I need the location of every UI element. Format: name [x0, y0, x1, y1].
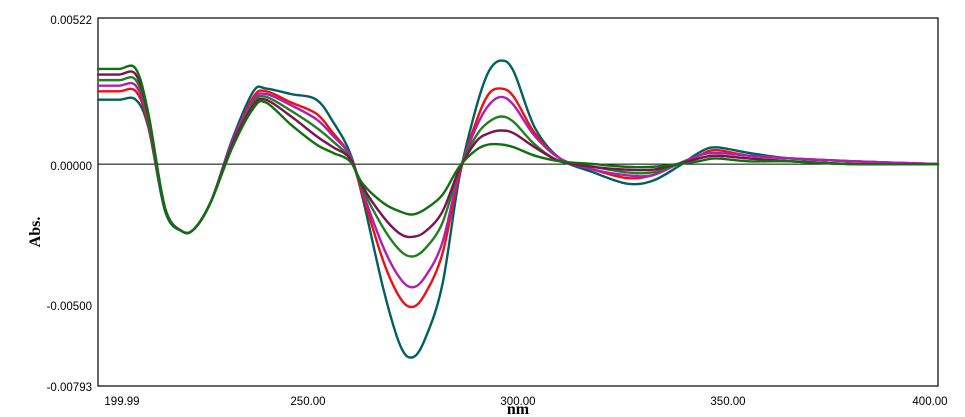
- y-tick-label: 0.00522: [50, 15, 92, 27]
- plot-frame: [97, 17, 939, 387]
- y-axis-title: Abs.: [27, 217, 44, 248]
- x-tick-label: 199.99: [104, 396, 139, 408]
- x-tick-label: 400.00: [912, 396, 947, 408]
- x-tick-label: 250.00: [290, 396, 325, 408]
- series-group: [96, 59, 940, 359]
- y-tick-label: -0.00793: [47, 382, 92, 394]
- x-axis-title: nm: [507, 401, 530, 417]
- series-line-6: [96, 64, 940, 235]
- x-tick-label: 300.00: [500, 396, 535, 408]
- y-tick-label: -0.00500: [47, 301, 92, 313]
- x-tick-label: 350.00: [710, 396, 745, 408]
- y-tick-label: 0.00000: [50, 161, 92, 173]
